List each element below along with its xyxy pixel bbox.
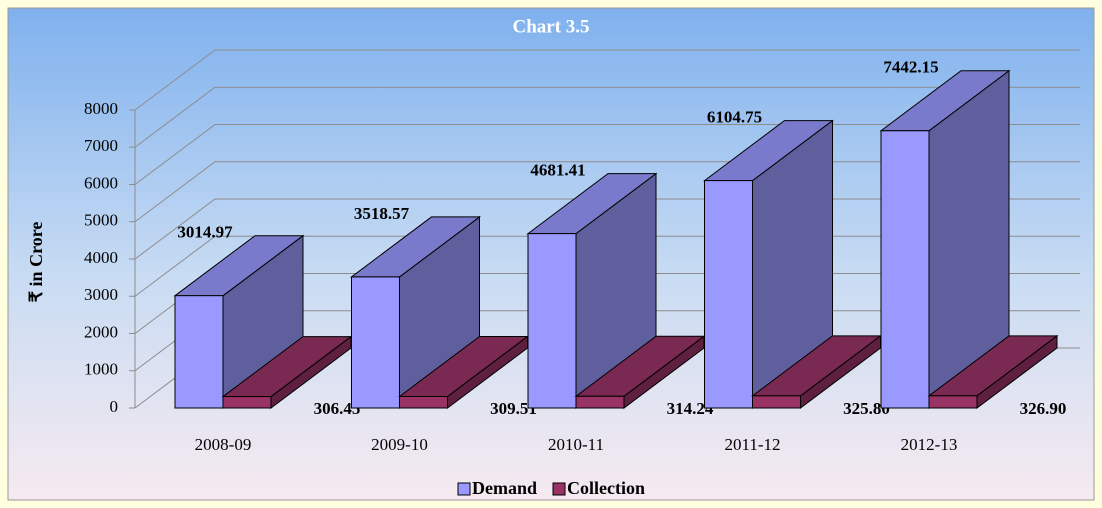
data-label: 314.24 — [667, 399, 714, 418]
bar-front — [351, 276, 400, 409]
y-tick-label: 2000 — [84, 322, 118, 341]
x-tick-label: 2010-11 — [548, 435, 604, 454]
legend-swatch — [552, 482, 566, 496]
data-label: 3518.57 — [354, 204, 410, 223]
y-tick-label: 8000 — [84, 99, 118, 118]
bar — [927, 334, 1059, 409]
y-tick-label: 5000 — [84, 211, 118, 230]
chart-title: Chart 3.5 — [512, 16, 589, 37]
bar — [221, 335, 353, 409]
bar-front — [752, 395, 801, 409]
y-tick-label: 3000 — [84, 285, 118, 304]
bar — [526, 172, 658, 409]
bar-front — [222, 396, 272, 409]
y-tick-label: 0 — [110, 397, 119, 416]
data-label: 325.80 — [843, 399, 890, 418]
x-tick-label: 2008-09 — [195, 435, 252, 454]
data-label: 3014.97 — [177, 223, 233, 242]
bar — [751, 334, 882, 409]
x-tick-label: 2009-10 — [371, 435, 428, 454]
x-tick-label: 2012-13 — [901, 435, 958, 454]
data-label: 306.45 — [314, 399, 361, 418]
legend-swatch — [457, 482, 471, 496]
bar-front — [399, 395, 448, 409]
bar — [173, 234, 305, 409]
bar — [398, 335, 529, 409]
legend-label: Collection — [567, 478, 645, 498]
bar — [574, 335, 706, 409]
y-tick-label: 7000 — [84, 136, 118, 155]
bar-front — [928, 395, 978, 409]
y-axis-label: ₹ in Crore — [26, 222, 46, 303]
bar — [703, 119, 834, 409]
data-label: 4681.41 — [530, 161, 585, 180]
y-tick-label: 6000 — [84, 173, 118, 192]
data-label: 309.51 — [490, 399, 537, 418]
bar-front — [527, 233, 577, 409]
grid-line — [134, 49, 1080, 111]
bar-front — [880, 130, 930, 409]
data-label: 326.90 — [1020, 399, 1067, 418]
bar-front — [575, 395, 625, 409]
bar — [879, 69, 1011, 409]
y-tick-label: 4000 — [84, 248, 118, 267]
bar-front — [704, 180, 753, 409]
legend-label: Demand — [472, 478, 537, 498]
x-tick-label: 2011-12 — [724, 435, 780, 454]
data-label: 6104.75 — [707, 108, 762, 127]
grid-line — [134, 86, 1080, 148]
data-label: 7442.15 — [883, 58, 938, 77]
y-tick-label: 1000 — [84, 360, 118, 379]
bar-front — [174, 295, 224, 409]
